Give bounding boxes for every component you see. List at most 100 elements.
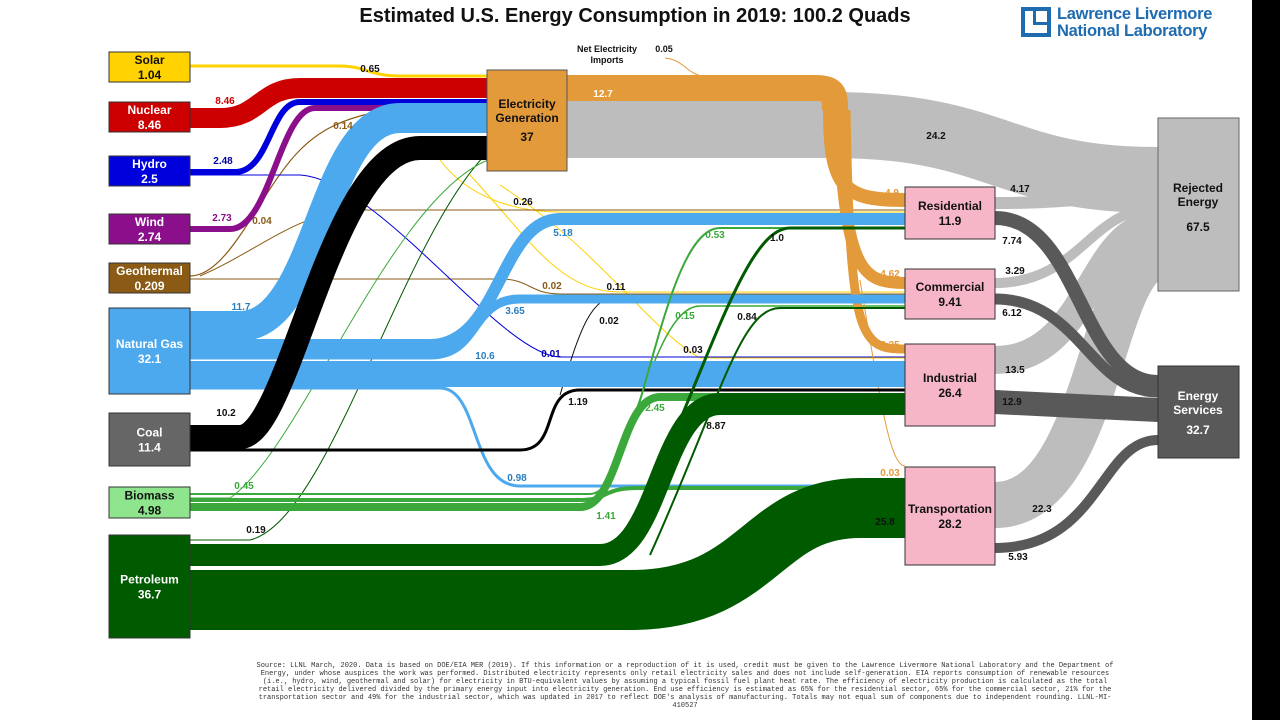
industrial-name: Industrial [923,371,977,385]
commercial-rect [904,268,996,320]
flow-label-geo-com: 0.02 [542,281,562,292]
flow-labels: 0.65 8.46 2.48 2.73 0.14 0.04 0.26 5.18 11.7 0.02… [212,64,1052,563]
industrial-rect [904,343,996,427]
coal-name: Coal [136,426,162,440]
flow-wind-elec [190,105,488,232]
source-footnote: Source: LLNL March, 2020. Data is based … [256,662,1114,710]
flow-label-gas-elec: 11.7 [232,302,251,313]
imports-line2: Imports [590,55,623,65]
rejected-rect [1157,117,1240,292]
flow-gas-res [190,213,905,351]
flow-label-nuclear-elec: 8.46 [215,96,235,107]
sector-rejected-flows [992,190,1163,528]
logo-line1: Lawrence Livermore [1057,5,1213,23]
transportation-name: Transportation [908,502,992,516]
logo-line2: National Laboratory [1057,22,1208,40]
electricity-rect [486,69,568,172]
transportation-rect [904,466,996,566]
natural-gas-rect [108,307,191,395]
industrial-value: 26.4 [938,386,962,400]
flow-label-pet-ind: 8.87 [706,421,726,432]
flow-label-com-rej: 3.29 [1005,266,1025,277]
coal-rect [108,412,191,467]
petroleum-flows [190,226,905,630]
flow-bio-elec [190,159,489,499]
sector-services-flows [994,211,1159,553]
page-title: Estimated U.S. Energy Consumption in 201… [359,5,911,27]
flow-label-elec-rejected: 24.2 [926,131,946,142]
nuclear-name: Nuclear [127,103,171,117]
flow-label-bio-res: 0.53 [705,230,725,241]
flow-label-bio-elec: 0.45 [234,481,254,492]
services-value: 32.7 [1186,423,1210,437]
flow-solar-res [439,159,905,213]
flow-label-gas-res: 5.18 [553,228,573,239]
transportation-value: 28.2 [938,517,962,531]
flow-label-ind-svc: 12.9 [1002,397,1022,408]
flow-label-elec-trans: 0.03 [880,468,900,479]
wind-rect [108,213,191,245]
electricity-box: Electricity Generation 37 [486,69,568,172]
rejected-label-2: Energy [1178,195,1219,209]
flow-label-coal-elec: 10.2 [216,408,236,419]
biomass-name: Biomass [124,489,174,503]
services-label-1: Energy [1178,389,1219,403]
petroleum-value: 36.7 [138,588,162,602]
petroleum-rect [108,534,191,639]
flow-bio-trans [190,486,905,502]
flow-label-pet-com: 0.84 [737,312,757,323]
flow-hydro-elec [190,99,488,175]
flow-label-bio-com: 0.15 [675,311,695,322]
imports-line1: Net Electricity [577,44,637,54]
petroleum-name: Petroleum [120,573,179,587]
flow-label-com-svc: 6.12 [1002,308,1022,319]
residential-value: 11.9 [939,214,962,228]
flow-label-solar-com: 0.11 [607,282,626,293]
services-box: Energy Services 32.7 [1157,365,1240,459]
sector-boxes: Residential11.9Commercial9.41Industrial2… [904,186,996,566]
flow-label-bio-trans: 1.41 [596,511,616,522]
flow-label-elec-res: 4.9 [885,188,899,199]
flow-label-trans-rej: 22.3 [1032,504,1052,515]
flow-elec-ind [841,109,906,354]
flow-imports [664,57,706,77]
flow-label-coal-com: 0.02 [599,316,619,327]
flow-bio-res [190,227,905,495]
flow-label-pet-res: 1.0 [770,233,784,244]
sankey-diagram: Estimated U.S. Energy Consumption in 201… [0,0,1252,720]
flow-bio-ind [190,393,905,511]
flow-label-wind-elec: 2.73 [212,213,232,224]
rejected-label-1: Rejected [1173,181,1223,195]
flow-label-res-svc: 7.74 [1002,236,1022,247]
flow-label-geo-elec: 0.14 [333,121,353,132]
nuclear-value: 8.46 [138,118,162,132]
solar-value: 1.04 [138,68,162,82]
services-label-2: Services [1173,403,1223,417]
flow-label-elec-com: 4.62 [880,269,900,280]
flow-label-solar-res: 0.26 [513,197,533,208]
residential-rect [904,186,996,240]
flow-label-gas-ind: 10.6 [475,351,495,362]
commercial-name: Commercial [916,280,985,294]
flow-solar-com [469,174,905,293]
coal-value: 11.4 [138,441,161,455]
flow-label-ind-rej: 13.5 [1005,365,1025,376]
flow-solar-ind [499,184,905,359]
electricity-value: 37 [520,130,534,144]
flow-label-solar-elec: 0.65 [360,64,380,75]
flow-elec-com [832,109,906,289]
flow-label-gas-com: 3.65 [505,306,525,317]
geothermal-name: Geothermal [116,264,183,278]
flow-label-solar-ind: 0.03 [683,345,703,356]
flow-label-elec-ind: 3.25 [880,340,900,351]
elec-distribution-flows [567,75,906,354]
flow-label-geo-res: 0.04 [252,216,272,227]
imports-value: 0.05 [655,44,673,54]
